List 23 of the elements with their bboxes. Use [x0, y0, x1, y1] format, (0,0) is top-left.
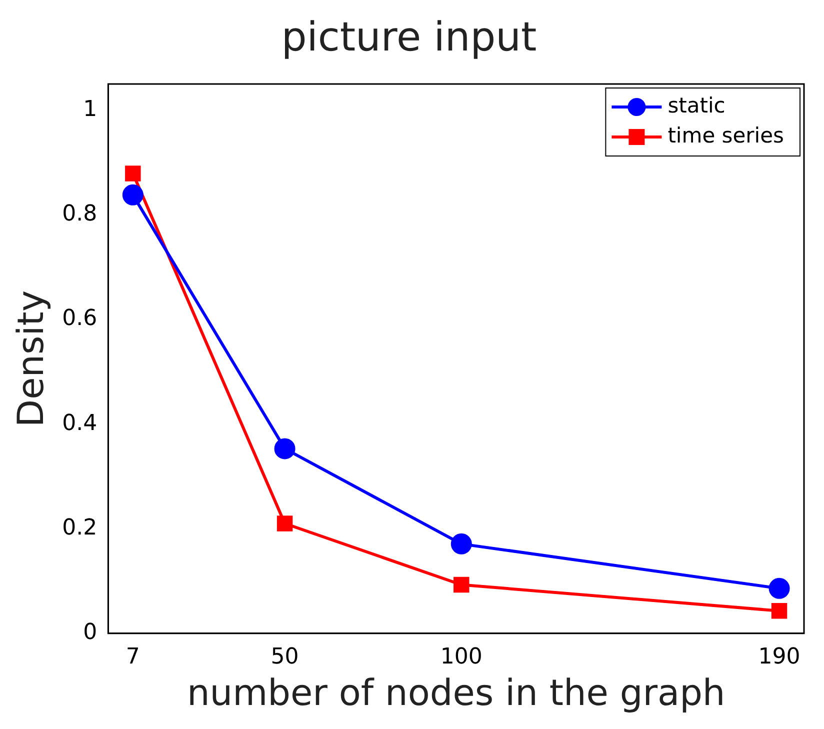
y-tick-label: 0: [83, 620, 98, 646]
y-tick-label: 1: [83, 96, 98, 122]
y-axis-title: Density: [10, 290, 52, 428]
point: [125, 166, 141, 182]
y-tick-label: 0.8: [62, 202, 98, 227]
point: [450, 533, 472, 554]
chart-title: picture input: [281, 14, 537, 60]
x-tick-label: 50: [270, 644, 299, 670]
y-tick-label: 0.6: [62, 306, 98, 332]
x-tick-label: 100: [440, 644, 482, 670]
y-tick-label: 0.4: [62, 410, 98, 436]
point: [122, 184, 144, 206]
point: [771, 603, 788, 619]
x-axis-title: number of nodes in the graph: [186, 672, 726, 714]
y-tick-label: 0.2: [62, 515, 98, 540]
point: [768, 578, 790, 599]
point: [274, 438, 296, 460]
legend-label: time series: [668, 123, 784, 148]
x-tick-label: 7: [126, 644, 140, 670]
legend-label: static: [668, 93, 726, 118]
point: [454, 576, 470, 593]
x-tick-label: 190: [758, 644, 800, 670]
point: [276, 516, 293, 532]
